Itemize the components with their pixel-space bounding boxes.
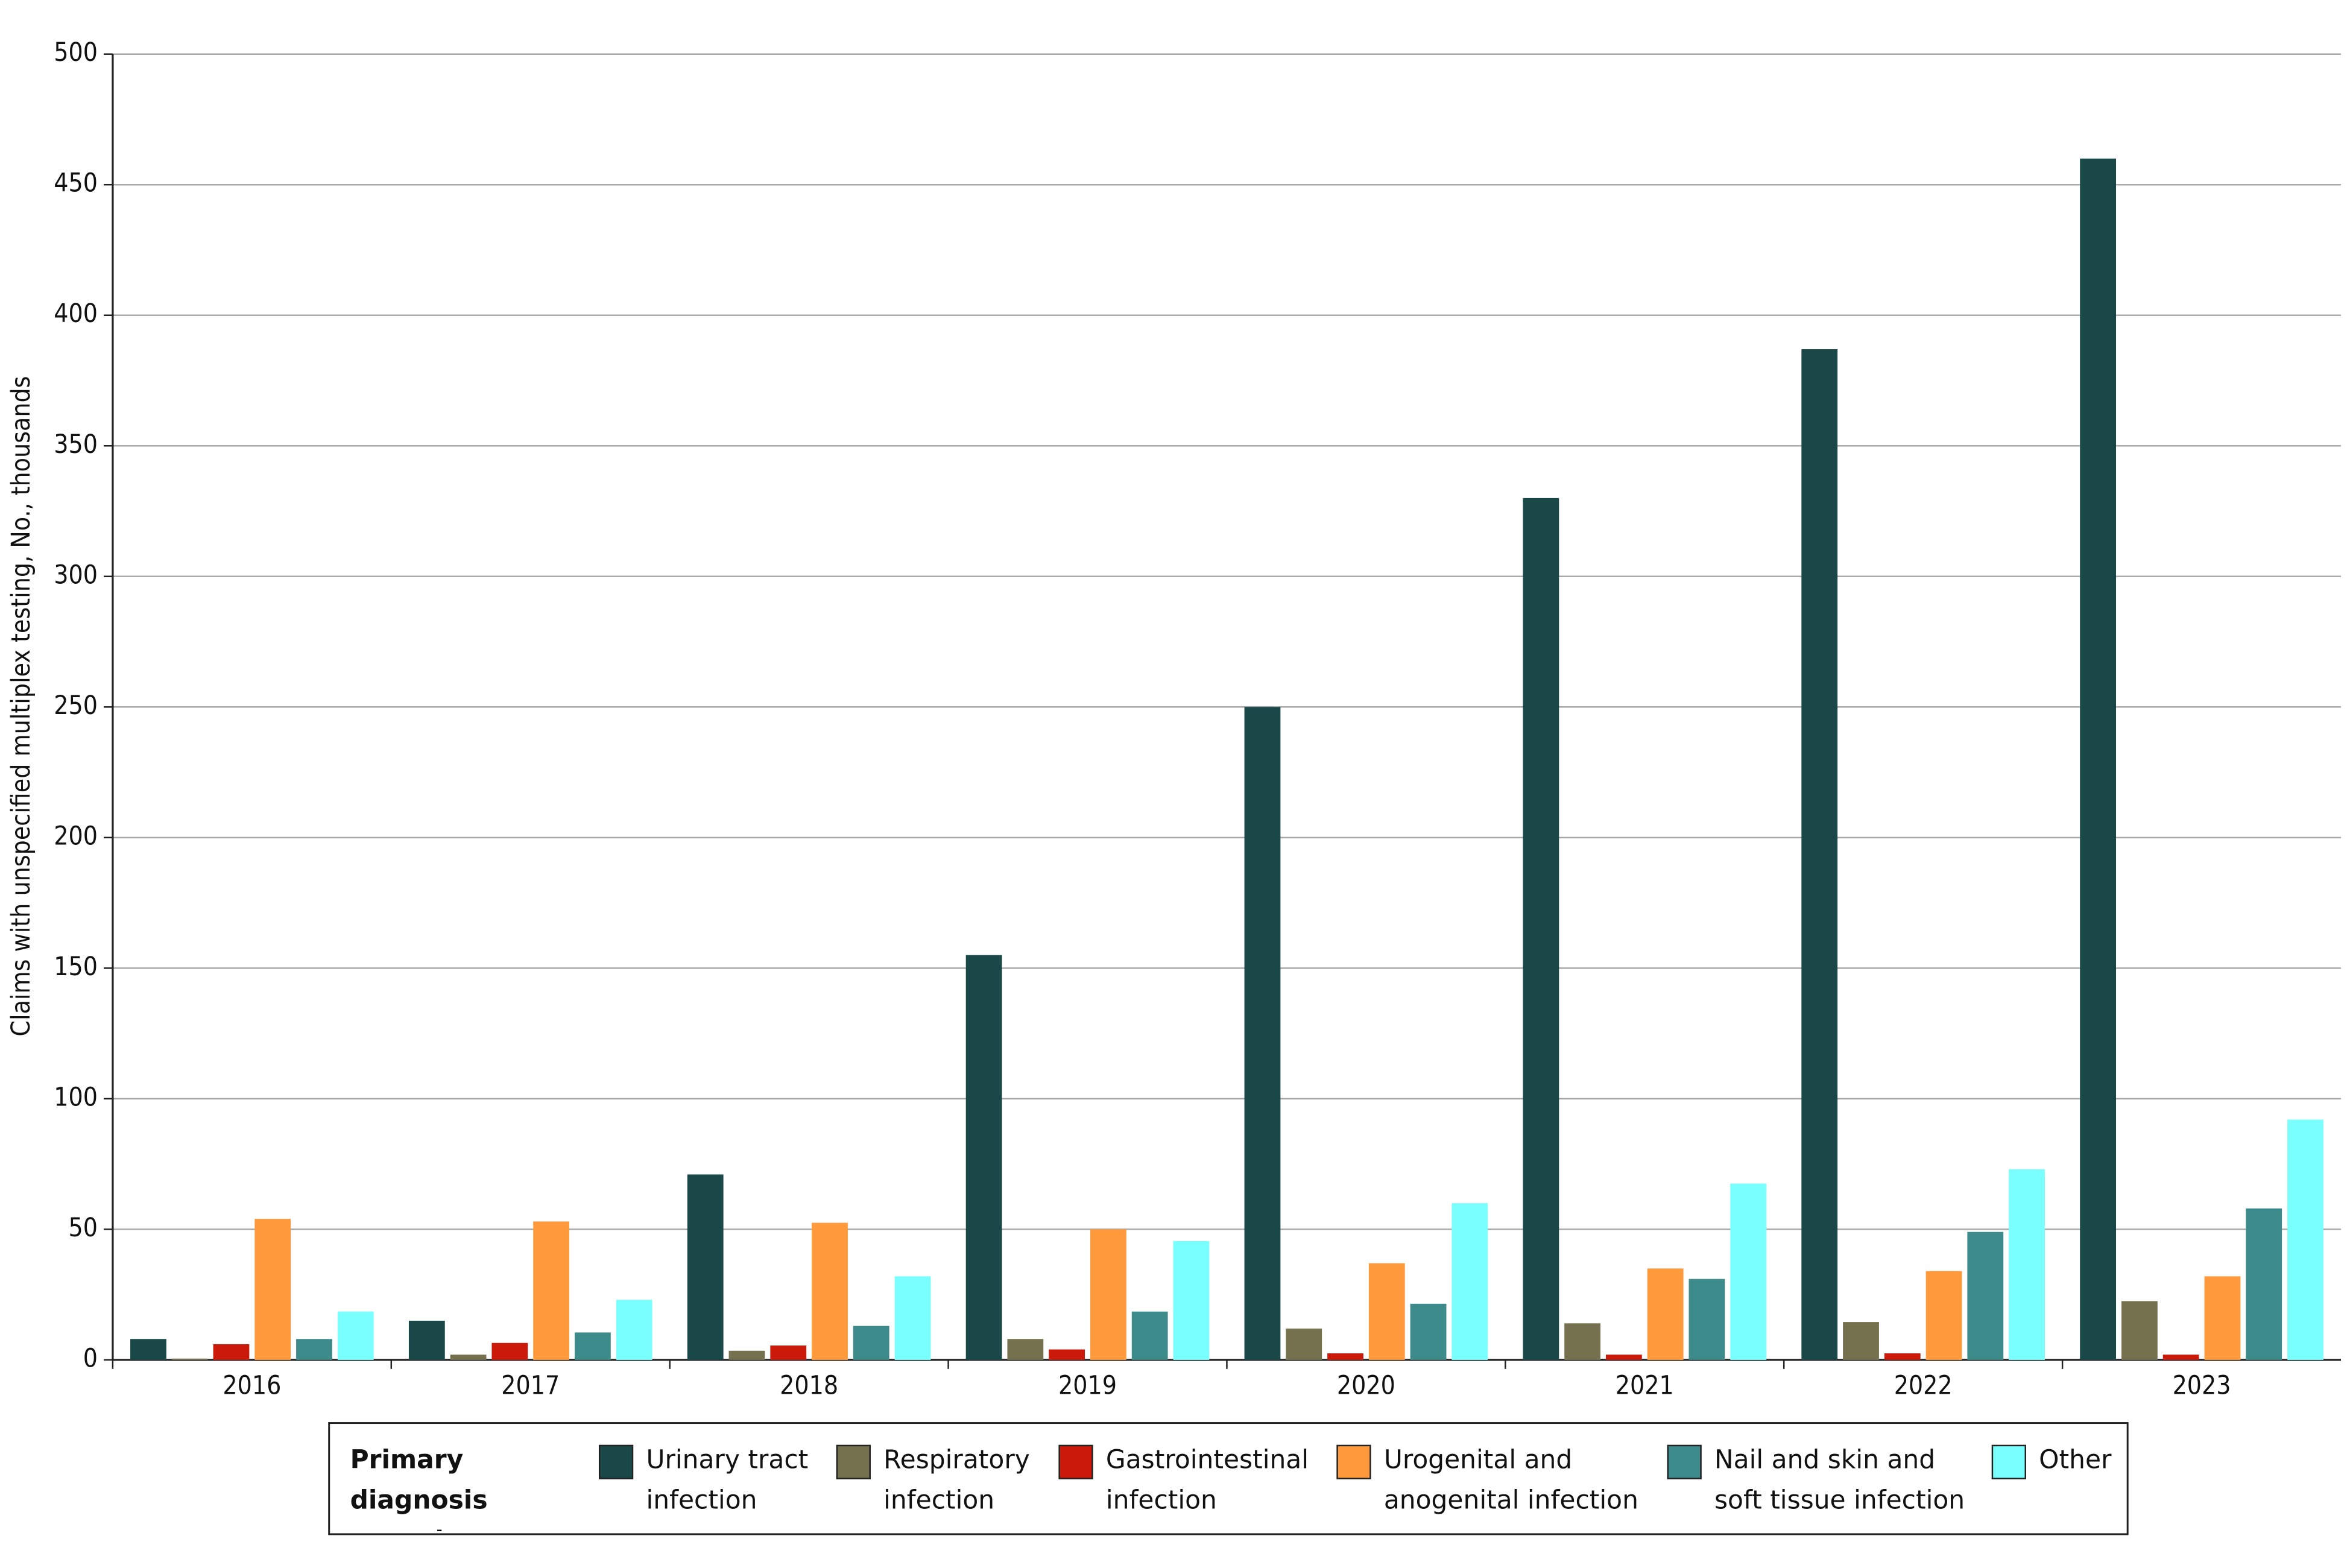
bar xyxy=(574,1332,611,1360)
y-tick-label: 400 xyxy=(54,299,98,328)
y-tick-label: 450 xyxy=(54,168,98,198)
legend-label-box: Other xyxy=(2039,1445,2112,1476)
bar xyxy=(1647,1268,1684,1360)
bar xyxy=(408,1320,445,1360)
legend-label: Other xyxy=(2039,1445,2112,1476)
bar xyxy=(812,1222,848,1360)
bar xyxy=(687,1174,724,1360)
bar xyxy=(2080,158,2117,1360)
legend-swatch xyxy=(1667,1444,1702,1479)
bar xyxy=(1801,349,1838,1360)
bar xyxy=(770,1345,807,1360)
bar xyxy=(337,1311,374,1360)
bar xyxy=(1884,1353,1921,1360)
legend-title: Primary diagnosis grouping xyxy=(350,1445,488,1531)
x-tick-label: 2016 xyxy=(223,1370,281,1400)
bar xyxy=(2009,1169,2045,1360)
legend-swatch xyxy=(1058,1444,1093,1479)
bar xyxy=(1967,1231,2004,1360)
legend-label: Nail and skin and soft tissue infection xyxy=(1714,1445,1965,1517)
bar xyxy=(2204,1276,2241,1360)
x-tick-label: 2018 xyxy=(780,1370,838,1400)
bar xyxy=(728,1350,765,1360)
bar xyxy=(1410,1303,1447,1360)
bar xyxy=(894,1276,931,1360)
legend-label: Urinary tract infection xyxy=(646,1445,809,1517)
x-tick-label: 2022 xyxy=(1894,1370,1953,1400)
bar xyxy=(130,1339,166,1360)
bar xyxy=(1523,498,1559,1360)
x-tick-label: 2021 xyxy=(1616,1370,1674,1400)
bar xyxy=(1244,707,1281,1360)
y-tick-label: 50 xyxy=(69,1213,98,1242)
bar xyxy=(171,1358,208,1360)
x-tick-label: 2019 xyxy=(1058,1370,1117,1400)
y-tick-label: 100 xyxy=(54,1082,98,1111)
bar xyxy=(965,955,1002,1360)
bar xyxy=(2246,1208,2282,1360)
bar xyxy=(2121,1301,2158,1360)
bar xyxy=(616,1300,652,1360)
bar xyxy=(254,1219,291,1360)
legend-label-box: Urogenital and anogenital infection xyxy=(1383,1445,1638,1517)
bar xyxy=(1688,1279,1725,1360)
legend-title-box: Primary diagnosis grouping xyxy=(350,1445,488,1531)
legend-label: Gastrointestinal infection xyxy=(1105,1445,1309,1517)
y-tick-label: 300 xyxy=(54,560,98,589)
bar xyxy=(1131,1311,1168,1360)
bar xyxy=(1843,1322,1879,1360)
legend-swatch xyxy=(836,1444,871,1479)
y-tick-label: 0 xyxy=(83,1343,98,1373)
bar xyxy=(213,1344,250,1360)
legend-swatch xyxy=(598,1444,634,1479)
bar xyxy=(2287,1119,2323,1360)
legend-label-box: Urinary tract infection xyxy=(646,1445,809,1517)
bar xyxy=(296,1339,332,1360)
bar xyxy=(1564,1323,1601,1360)
bar xyxy=(853,1326,889,1360)
bar xyxy=(1286,1328,1322,1360)
bar xyxy=(491,1342,528,1360)
legend-box xyxy=(328,1422,2129,1535)
bar xyxy=(2162,1355,2199,1360)
x-tick-label: 2017 xyxy=(501,1370,560,1400)
legend-swatch xyxy=(1336,1444,1371,1479)
bar xyxy=(533,1221,570,1360)
legend-label: Respiratory infection xyxy=(883,1445,1030,1517)
bar xyxy=(1368,1263,1405,1360)
legend-label-box: Gastrointestinal infection xyxy=(1105,1445,1309,1517)
bar xyxy=(1925,1271,1962,1360)
bar xyxy=(1173,1241,1210,1360)
y-tick-label: 500 xyxy=(54,37,98,67)
bar xyxy=(1007,1339,1044,1360)
y-tick-label: 350 xyxy=(54,429,98,459)
bar xyxy=(1730,1183,1767,1360)
bar xyxy=(450,1355,487,1360)
bar xyxy=(1049,1349,1085,1360)
legend-label-box: Nail and skin and soft tissue infection xyxy=(1714,1445,1965,1517)
x-tick-label: 2020 xyxy=(1337,1370,1395,1400)
bar xyxy=(1451,1203,1488,1360)
y-tick-label: 200 xyxy=(54,821,98,850)
y-tick-label: 250 xyxy=(54,691,98,720)
y-tick-label: 150 xyxy=(54,952,98,981)
x-tick-label: 2023 xyxy=(2173,1370,2231,1400)
legend-label: Urogenital and anogenital infection xyxy=(1383,1445,1638,1517)
bar xyxy=(1605,1355,1642,1360)
y-axis-label: Claims with unspecified multiplex testin… xyxy=(6,376,36,1036)
legend-swatch xyxy=(1991,1444,2026,1479)
legend-label-box: Respiratory infection xyxy=(883,1445,1030,1517)
bar xyxy=(1090,1229,1126,1360)
bar xyxy=(1327,1353,1363,1360)
